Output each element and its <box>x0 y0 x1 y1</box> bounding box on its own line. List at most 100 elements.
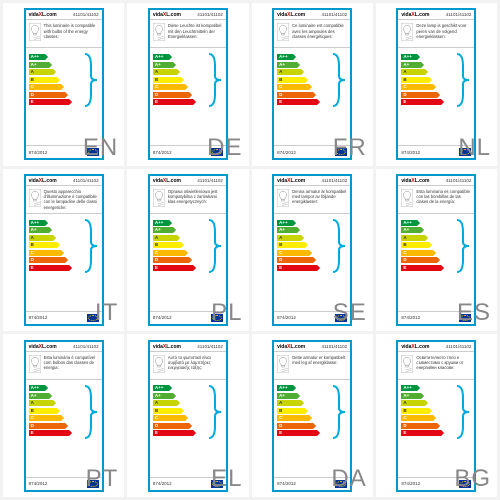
brand-text: vida <box>153 178 163 184</box>
language-code: FR <box>333 134 367 162</box>
energy-bar: A <box>277 235 301 241</box>
energy-bar: D <box>153 92 189 98</box>
energy-bar: B <box>277 242 305 248</box>
description-text: Diese Leuchte ist kompatibel mit den Leu… <box>168 23 223 39</box>
label-cell: vidaXL.com 41101/41102 Questo apparecchi… <box>3 169 124 332</box>
language-code: DE <box>207 134 242 162</box>
energy-bar: A <box>153 69 177 75</box>
energy-bar: A <box>153 235 177 241</box>
energy-bar: A++ <box>29 385 45 391</box>
description-row: Ce luminaire est compatible avec les amp… <box>274 20 350 48</box>
brand-text: vida <box>277 344 287 350</box>
product-id: 41101/41102 <box>73 178 99 183</box>
description-text: Esta luminária é compatível com bulbos d… <box>44 355 99 371</box>
bulb-icon <box>29 23 41 41</box>
brand-text: L.com <box>166 178 181 184</box>
energy-bar: A <box>401 235 425 241</box>
brand-text: L.com <box>290 178 305 184</box>
brand-text: vida <box>153 344 163 350</box>
bracket-icon <box>85 218 99 274</box>
energy-bar: B <box>29 77 57 83</box>
label-cell: vidaXL.com 41101/41102 This luminaire is… <box>3 3 124 166</box>
energy-bar: E <box>153 265 193 271</box>
energy-bars: A++ A+ A B C D E <box>153 54 203 107</box>
energy-bar: C <box>401 84 433 90</box>
energy-bar: C <box>277 415 309 421</box>
energy-bar: D <box>277 92 313 98</box>
language-code: NL <box>458 134 491 162</box>
energy-bars: A++ A+ A B C D E <box>153 220 203 273</box>
language-code: PL <box>211 299 242 327</box>
energy-bar: A <box>29 235 53 241</box>
energy-bar: D <box>401 257 437 263</box>
brand-text: L.com <box>166 12 181 18</box>
energy-bar: A++ <box>401 220 417 226</box>
brand-text: vida <box>153 12 163 18</box>
energy-section: A++ A+ A B C D E <box>26 48 102 112</box>
language-code: IT <box>95 299 118 327</box>
energy-bar: B <box>29 408 57 414</box>
regulation: 874/2012 <box>29 481 48 486</box>
description-text: Questo apparecchio d'illuminazione è com… <box>44 189 99 210</box>
energy-label-card: vidaXL.com 41101/41102 Questo apparecchi… <box>24 174 104 326</box>
energy-bar: A++ <box>277 54 293 60</box>
energy-bar: E <box>277 430 317 436</box>
description-row: Esta luminaria es compatible con las bom… <box>398 186 474 214</box>
energy-bar: A+ <box>153 393 173 399</box>
energy-bar: A++ <box>153 54 169 60</box>
description-row: Esta luminária é compatível com bulbos d… <box>26 352 102 380</box>
energy-section: A++ A+ A B C D E <box>150 380 226 444</box>
energy-bars: A++ A+ A B C D E <box>401 385 451 438</box>
bracket-icon <box>209 384 223 440</box>
description-text: Осветителното тяло е съвместимо с крушки… <box>416 355 471 371</box>
regulation: 874/2012 <box>277 315 296 320</box>
energy-section: A++ A+ A B C D E <box>274 48 350 112</box>
language-code: ES <box>457 299 491 327</box>
label-cell: vidaXL.com 41101/41102 Dette armatur er … <box>252 334 373 497</box>
regulation: 874/2012 <box>153 481 172 486</box>
energy-bar: B <box>277 77 305 83</box>
brand-text: L.com <box>415 12 430 18</box>
energy-bars: A++ A+ A B C D E <box>401 54 451 107</box>
energy-bar: A+ <box>153 62 173 68</box>
energy-bar: A++ <box>401 54 417 60</box>
label-footer: 874/2012 <box>26 311 102 324</box>
energy-bar: C <box>153 84 185 90</box>
label-cell: vidaXL.com 41101/41102 Oprawa oświetleni… <box>127 169 248 332</box>
energy-bar: A++ <box>401 385 417 391</box>
product-id: 41101/41102 <box>322 344 348 349</box>
language-code: SE <box>333 299 367 327</box>
product-id: 41101/41102 <box>446 12 472 17</box>
bracket-icon <box>85 52 99 108</box>
energy-bar: C <box>153 250 185 256</box>
product-id: 41101/41102 <box>197 344 223 349</box>
product-id: 41101/41102 <box>322 178 348 183</box>
brand-text: vida <box>401 12 411 18</box>
label-cell: vidaXL.com 41101/41102 Denna armatur är … <box>252 169 373 332</box>
energy-bar: A+ <box>153 227 173 233</box>
energy-bar: A++ <box>29 54 45 60</box>
language-code: BG <box>454 465 491 493</box>
energy-section: A++ A+ A B C D E <box>150 48 226 112</box>
energy-bar: A+ <box>401 62 421 68</box>
energy-section: A++ A+ A B C D E <box>398 380 474 444</box>
label-cell: vidaXL.com 41101/41102 Esta luminaria es… <box>376 169 497 332</box>
energy-bar: A <box>401 69 425 75</box>
label-cell: vidaXL.com 41101/41102 Ce luminaire est … <box>252 3 373 166</box>
language-code: EL <box>211 465 242 493</box>
energy-bar: D <box>153 423 189 429</box>
energy-bar: D <box>29 257 65 263</box>
energy-section: A++ A+ A B C D E <box>274 380 350 444</box>
description-text: Esta luminaria es compatible con las bom… <box>416 189 471 205</box>
energy-bar: A <box>153 400 177 406</box>
energy-bar: A++ <box>277 385 293 391</box>
regulation: 874/2012 <box>29 315 48 320</box>
energy-bar: D <box>401 423 437 429</box>
description-text: Denna armatur är kompatibel med lampor a… <box>292 189 347 205</box>
bracket-icon <box>209 218 223 274</box>
brand-text: vida <box>29 178 39 184</box>
bulb-icon <box>401 355 413 373</box>
product-id: 41101/41102 <box>197 12 223 17</box>
energy-bar: C <box>401 415 433 421</box>
description-row: Denna armatur är kompatibel med lampor a… <box>274 186 350 214</box>
